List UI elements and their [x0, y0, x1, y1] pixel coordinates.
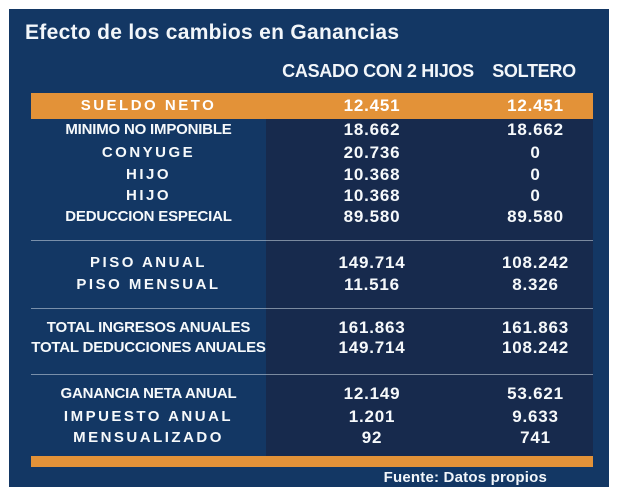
- row-value-soltero: 108.242: [501, 338, 570, 357]
- row-label: HIJO: [125, 187, 171, 204]
- section-divider: [31, 240, 593, 241]
- row-value-soltero: 53.621: [507, 384, 564, 403]
- row-value-casado: 12.451: [343, 96, 401, 115]
- row-label: MINIMO NO IMPONIBLE: [65, 121, 232, 138]
- row-value-soltero: 0: [530, 186, 541, 205]
- table-row: IMPUESTO ANUAL 1.201 9.633: [31, 406, 593, 428]
- row-label: DEDUCCION ESPECIAL: [65, 208, 232, 225]
- row-label: GANANCIA NETA ANUAL: [60, 385, 237, 402]
- section-divider: [31, 374, 593, 375]
- row-value-casado: 11.516: [344, 275, 400, 294]
- row-value-casado: 1.201: [348, 407, 396, 426]
- page-title: Efecto de los cambios en Ganancias: [25, 21, 400, 44]
- row-label: TOTAL INGRESOS ANUALES: [46, 319, 251, 336]
- column-header-casado: CASADO CON 2 HIJOS: [282, 61, 474, 81]
- row-value-soltero: 0: [530, 165, 541, 184]
- row-value-soltero: 12.451: [507, 96, 564, 115]
- table-row: PISO MENSUAL 11.516 8.326: [31, 274, 593, 296]
- table-row-sueldo-neto: SUELDO NETO 12.451 12.451: [31, 93, 593, 119]
- table-row: PISO ANUAL 149.714 108.242: [31, 252, 593, 274]
- row-value-casado: 149.714: [338, 253, 406, 272]
- row-label: CONYUGE: [101, 144, 196, 161]
- table-row: TOTAL DEDUCCIONES ANUALES 149.714 108.242: [31, 337, 593, 359]
- row-value-casado: 18.662: [343, 120, 401, 139]
- table-row: HIJO 10.368 0: [31, 185, 593, 207]
- row-label: IMPUESTO ANUAL: [63, 408, 234, 425]
- row-label: HIJO: [125, 166, 171, 183]
- row-value-soltero: 108.242: [501, 253, 570, 272]
- row-value-soltero: 18.662: [507, 120, 564, 139]
- row-label: TOTAL DEDUCCIONES ANUALES: [31, 339, 266, 356]
- row-value-soltero: 0: [530, 143, 541, 162]
- row-value-casado: 20.736: [343, 143, 401, 162]
- table-row: MENSUALIZADO 92 741: [31, 427, 593, 449]
- row-value-casado: 161.863: [338, 318, 406, 337]
- row-value-casado: 12.149: [343, 384, 401, 403]
- row-value-soltero: 741: [520, 428, 551, 447]
- row-value-soltero: 9.633: [512, 407, 559, 426]
- table-row: GANANCIA NETA ANUAL 12.149 53.621: [31, 383, 593, 405]
- row-label: PISO MENSUAL: [76, 276, 221, 293]
- bottom-accent-bar: [31, 456, 593, 467]
- row-value-casado: 89.580: [343, 207, 401, 226]
- row-value-casado: 10.368: [343, 165, 401, 184]
- row-value-soltero: 89.580: [507, 207, 564, 226]
- table-row: HIJO 10.368 0: [31, 164, 593, 186]
- row-value-soltero: 8.326: [512, 275, 559, 294]
- row-value-casado: 149.714: [338, 338, 406, 357]
- column-header-soltero: SOLTERO: [492, 61, 576, 81]
- row-label: MENSUALIZADO: [73, 429, 224, 446]
- table-row: DEDUCCION ESPECIAL 89.580 89.580: [31, 206, 593, 228]
- row-value-soltero: 161.863: [501, 318, 570, 337]
- table-row: TOTAL INGRESOS ANUALES 161.863 161.863: [31, 317, 593, 339]
- table-row: CONYUGE 20.736 0: [31, 142, 593, 164]
- values-column-background: [266, 119, 593, 456]
- row-value-casado: 92: [361, 428, 383, 447]
- table-row: MINIMO NO IMPONIBLE 18.662 18.662: [31, 119, 593, 141]
- row-value-casado: 10.368: [343, 186, 401, 205]
- row-label: PISO ANUAL: [90, 254, 207, 271]
- row-label: SUELDO NETO: [80, 97, 217, 114]
- source-note: Fuente: Datos propios: [383, 469, 547, 486]
- section-divider: [31, 308, 593, 309]
